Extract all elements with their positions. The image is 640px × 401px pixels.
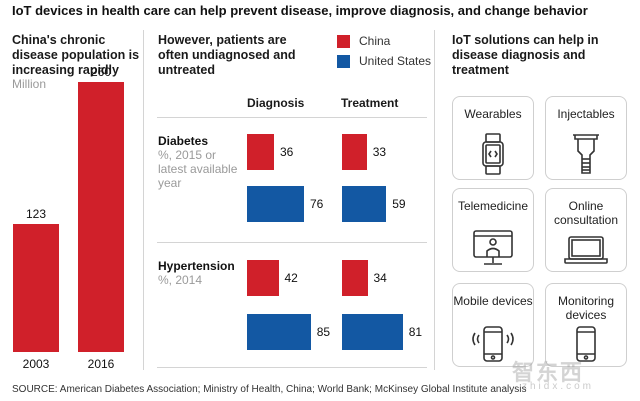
left-unit-label: Million: [12, 77, 47, 91]
divider-right: [434, 30, 435, 370]
bar-value-label: 123: [25, 207, 47, 222]
laptop-icon: [564, 236, 608, 264]
middle-heading: However, patients are often undiagnosed …: [158, 33, 296, 77]
bar-value-label: 81: [408, 325, 423, 339]
card-label-monitoring-devices: Monitoring devices: [557, 294, 615, 322]
column-header-diagnosis: Diagnosis: [247, 96, 305, 110]
card-wearables: Wearables: [452, 96, 534, 180]
bar-united-states-diabetes-treatment: [342, 186, 387, 222]
monitor-person-icon: [473, 230, 513, 265]
legend-item-us: United States: [337, 53, 431, 69]
bar-china-diabetes-treatment: [342, 134, 367, 170]
bar-2003: [13, 224, 59, 352]
card-mobile-devices: Mobile devices: [452, 283, 534, 367]
left-heading: China's chronic disease population is in…: [12, 33, 140, 77]
card-label-wearables: Wearables: [464, 107, 522, 121]
bar-value-label: 260: [90, 65, 112, 79]
bar-united-states-diabetes-diagnosis: [247, 186, 304, 222]
bar-united-states-hypertension-diagnosis: [247, 314, 311, 350]
row-label-diabetes: Diabetes %, 2015 or latest available yea…: [158, 134, 240, 190]
legend-item-china: China: [337, 33, 431, 49]
bar-china-diabetes-diagnosis: [247, 134, 274, 170]
divider-row-2: [157, 242, 427, 243]
injectable-icon: [573, 134, 599, 174]
card-label-telemedicine: Telemedicine: [457, 199, 529, 213]
bar-value-label: 76: [310, 197, 324, 211]
divider-row-1: [157, 117, 427, 118]
legend-swatch-us: [337, 54, 350, 68]
divider-left: [143, 30, 144, 370]
phone-icon: [576, 326, 596, 362]
card-label-injectables: Injectables: [557, 107, 615, 121]
row-subtitle-diabetes: %, 2015 or latest available year: [158, 148, 238, 190]
bar-value-label: 85: [316, 325, 331, 339]
bar-value-label: 33: [372, 145, 387, 159]
divider-row-3: [157, 367, 427, 368]
source-note: SOURCE: American Diabetes Association; M…: [12, 384, 527, 395]
bar-value-label: 59: [392, 197, 406, 211]
legend-label-us: United States: [359, 54, 432, 68]
bar-united-states-hypertension-treatment: [342, 314, 403, 350]
right-heading: IoT solutions can help in disease diagno…: [452, 33, 599, 77]
bar-value-label: 36: [280, 145, 294, 159]
bar-value-label: 34: [373, 271, 387, 285]
bar-2016: [78, 82, 124, 352]
card-online-consultation: Online consultation: [545, 188, 627, 272]
bar-china-hypertension-diagnosis: [247, 260, 279, 296]
vibrating-phone-icon: [472, 326, 514, 362]
smartwatch-icon: [482, 133, 504, 175]
bar-value-label: 42: [284, 271, 298, 285]
watermark-url: zhidx.com: [522, 381, 595, 392]
watermark-logo: 智东西: [512, 360, 585, 385]
row-title-diabetes: Diabetes: [158, 134, 209, 148]
legend-swatch-china: [337, 34, 350, 48]
legend-label-china: China: [359, 34, 391, 48]
page-title: IoT devices in health care can help prev…: [12, 3, 588, 18]
card-telemedicine: Telemedicine: [452, 188, 534, 272]
card-label-online-consultation: Online consultation: [553, 199, 619, 227]
card-monitoring-devices: Monitoring devices: [545, 283, 627, 367]
column-header-treatment: Treatment: [341, 96, 399, 110]
bar-china-hypertension-treatment: [342, 260, 368, 296]
x-tick-label: 2016: [87, 357, 115, 371]
row-label-hypertension: Hypertension %, 2014: [158, 259, 240, 287]
card-injectables: Injectables: [545, 96, 627, 180]
row-title-hypertension: Hypertension: [158, 259, 235, 273]
x-tick-label: 2003: [22, 357, 50, 371]
legend: China United States: [337, 33, 431, 69]
row-subtitle-hypertension: %, 2014: [158, 273, 203, 287]
card-label-mobile-devices: Mobile devices: [453, 294, 533, 308]
